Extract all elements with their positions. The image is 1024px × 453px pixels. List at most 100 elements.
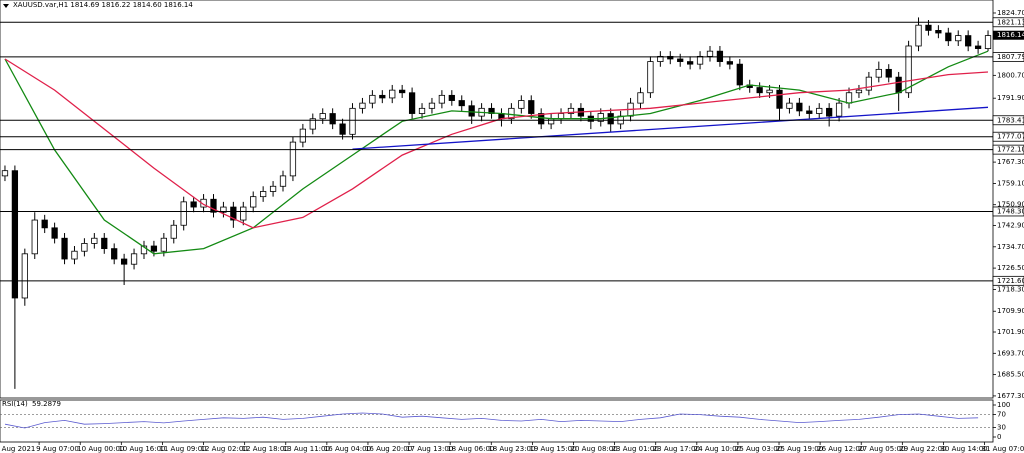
candle-body — [974, 45, 982, 49]
x-tick-label: 10 Aug 00:00 — [77, 445, 124, 453]
indicator-line — [4, 58, 989, 229]
y-tick-label: 1791.90 — [997, 94, 1024, 102]
candle-body — [240, 206, 247, 221]
x-tick-label: 12 Aug 02:00 — [201, 445, 248, 453]
indicator-line — [352, 106, 989, 150]
candle-body — [428, 102, 436, 109]
y-tick-label: 1709.90 — [997, 307, 1024, 315]
candle-body — [51, 227, 58, 239]
candle-body — [786, 102, 793, 109]
candle-body — [607, 113, 614, 125]
y-tick-label: 1767.30 — [997, 158, 1024, 166]
candle-body — [865, 76, 873, 91]
indicator-line — [4, 50, 989, 255]
main-panel — [0, 0, 994, 399]
candle-body — [349, 107, 356, 135]
candle-body — [508, 107, 515, 120]
candle-body — [458, 100, 465, 107]
candle-body — [41, 219, 48, 229]
candle-body — [855, 89, 863, 94]
level-label-box — [992, 275, 1024, 286]
candle-body — [190, 201, 197, 208]
candle-body — [180, 201, 187, 226]
candle-body — [61, 237, 68, 260]
candle-body — [726, 61, 733, 65]
candle-body — [538, 113, 545, 125]
y-tick-label: 1685.50 — [997, 371, 1024, 379]
candle-body — [965, 35, 972, 47]
x-tick-label: 31 Aug 07:00 — [982, 445, 1024, 453]
level-label-box — [992, 52, 1024, 62]
candle-body — [547, 118, 555, 125]
candle-body — [269, 185, 277, 192]
x-tick-label: 17 Aug 13:00 — [406, 445, 453, 453]
candle-body — [329, 113, 336, 125]
current-price-label: 1816.14 — [997, 31, 1024, 39]
candle-body — [160, 237, 167, 252]
candle-body — [339, 123, 346, 135]
candle-body — [736, 63, 743, 86]
candle-body — [518, 100, 525, 109]
level-label: 1748.30 — [997, 207, 1024, 215]
x-tick-label: 19 Aug 15:00 — [529, 445, 576, 453]
x-tick-label: 24 Aug 10:00 — [694, 445, 741, 453]
x-tick-label: 30 Aug 14:00 — [940, 445, 987, 453]
candle-body — [369, 94, 376, 104]
candle-body — [716, 50, 724, 62]
candle-body — [984, 35, 992, 49]
candle-body — [359, 102, 366, 109]
candle-body — [806, 110, 813, 114]
candle-body — [845, 92, 853, 104]
candle-body — [706, 50, 714, 57]
candle-body — [438, 94, 446, 104]
x-tick-label: 26 Aug 12:00 — [817, 445, 864, 453]
rsi-line — [4, 412, 979, 429]
candle-body — [667, 55, 674, 60]
y-tick-label: 1800.70 — [997, 71, 1024, 79]
candle-body — [528, 100, 535, 114]
candle-body — [567, 107, 575, 114]
rsi-tick-label: 70 — [997, 411, 1006, 419]
candle-body — [91, 237, 98, 244]
x-tick-label: 16 Aug 20:00 — [365, 445, 412, 453]
candle-body — [756, 87, 763, 94]
candle-body — [220, 206, 227, 213]
level-label: 1721.60 — [997, 277, 1024, 285]
level-label-box — [992, 17, 1024, 28]
x-tick-label: 10 Aug 16:00 — [118, 445, 165, 453]
x-tick-label: 25 Aug 03:00 — [735, 445, 782, 453]
y-tick-label: 1677.30 — [997, 392, 1024, 400]
candle-body — [826, 107, 833, 117]
x-tick-label: 12 Aug 18:00 — [242, 445, 289, 453]
candle-body — [140, 245, 148, 255]
candle-body — [597, 113, 604, 122]
candle-body — [319, 113, 326, 120]
candle-body — [925, 24, 932, 31]
candle-body — [816, 107, 823, 114]
y-tick-label: 1701.90 — [997, 328, 1024, 336]
candle-body — [448, 94, 455, 101]
x-tick-label: 23 Aug 01:00 — [612, 445, 659, 453]
candle-body — [776, 89, 783, 109]
candle-body — [71, 250, 78, 260]
x-tick-label: 27 Aug 05:00 — [858, 445, 905, 453]
candle-body — [389, 89, 396, 99]
candle-body — [120, 258, 128, 265]
candle-body — [835, 102, 843, 117]
y-tick-label: 1759.10 — [997, 179, 1024, 187]
candle-body — [637, 92, 644, 104]
y-tick-label: 1824.70 — [997, 9, 1024, 17]
candle-body — [260, 191, 267, 198]
level-label-box — [992, 115, 1024, 126]
y-tick-label: 1693.70 — [997, 349, 1024, 357]
x-tick-label: 29 Aug 22:00 — [899, 445, 946, 453]
menu-arrow[interactable] — [3, 4, 9, 8]
x-tick-label: 13 Aug 11:00 — [283, 445, 330, 453]
x-tick-label: 18 Aug 06:00 — [447, 445, 494, 453]
candle-body — [955, 35, 962, 42]
candle-body — [647, 61, 654, 94]
candle-body — [915, 24, 922, 47]
candle-body — [875, 68, 882, 78]
candle-body — [379, 94, 386, 99]
